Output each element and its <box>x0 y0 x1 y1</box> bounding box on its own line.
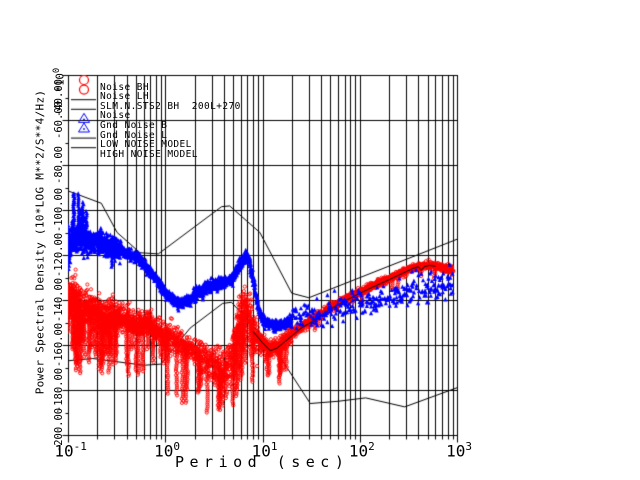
x-tick-base: 10 <box>348 441 369 461</box>
x-tick-label: 103 <box>446 440 472 460</box>
y-tick-label: -140.00 <box>53 277 65 323</box>
x-tick-label: 10-1 <box>54 440 87 460</box>
x-tick-exponent: 3 <box>465 440 473 453</box>
x-tick-base: 10 <box>446 441 466 461</box>
x-tick-label: 100 <box>154 440 180 460</box>
x-tick-exponent: 0 <box>173 440 181 453</box>
y-scale-exponent: 0 <box>51 67 62 74</box>
x-tick-base: 10 <box>54 441 74 461</box>
x-tick-exponent: -1 <box>73 440 87 453</box>
y-axis-title: Power Spectral Density (10*LOG M**2/S**4… <box>33 89 47 395</box>
x-axis-title: Period (sec) <box>175 453 350 471</box>
x-tick-base: 10 <box>251 441 271 461</box>
y-tick-label: -160.00 <box>53 322 65 368</box>
y-tick-label: -60.00 <box>53 101 65 139</box>
y-tick-label: -180.00 <box>53 367 65 413</box>
x-tick-label: 102 <box>349 440 375 460</box>
x-tick-label: 101 <box>252 440 278 460</box>
y-tick-label: -100.00 <box>53 187 65 233</box>
x-tick-exponent: 1 <box>270 440 278 453</box>
x-tick-exponent: 2 <box>368 440 375 453</box>
x-tick-base: 10 <box>154 441 174 461</box>
y-tick-label: -80.00 <box>53 146 65 184</box>
y-tick-label: -120.00 <box>53 232 65 278</box>
